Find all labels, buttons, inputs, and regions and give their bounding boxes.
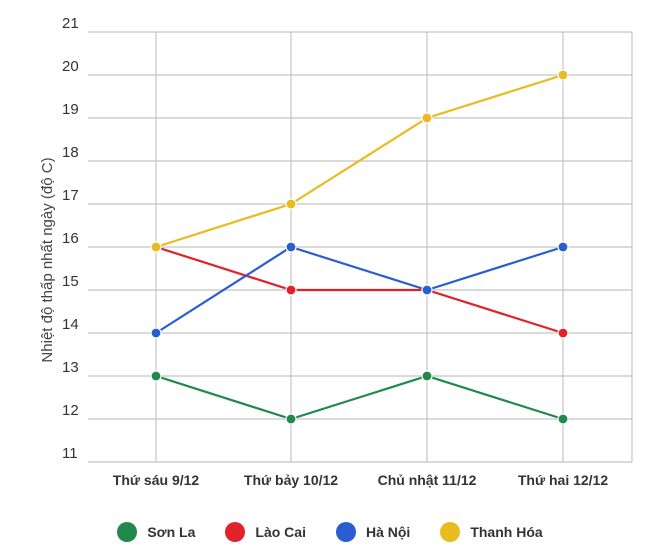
legend-swatch	[117, 522, 138, 542]
data-point	[285, 241, 297, 253]
legend-item: Thanh Hóa	[440, 522, 543, 542]
data-point	[285, 198, 297, 210]
x-axis-ticks: Thứ sáu 9/12 Thứ bảy 10/12 Chủ nhật 11/12 T…	[113, 472, 609, 488]
legend-swatch	[225, 522, 246, 542]
data-point	[557, 69, 569, 81]
legend-label: Lào Cai	[255, 524, 306, 540]
series-2	[150, 241, 569, 339]
series-0	[150, 370, 569, 425]
data-point	[150, 241, 162, 253]
legend-item: Lào Cai	[225, 522, 306, 542]
data-point	[421, 284, 433, 296]
y-tick-label: 15	[62, 273, 79, 290]
x-tick-label: Chủ nhật 11/12	[378, 472, 477, 488]
data-point	[557, 413, 569, 425]
y-tick-label: 12	[62, 402, 79, 419]
data-point	[421, 112, 433, 124]
data-point	[557, 327, 569, 339]
data-point	[285, 413, 297, 425]
series-3	[150, 69, 569, 253]
series-line	[155, 245, 564, 334]
legend-label: Hà Nội	[365, 524, 411, 540]
series-layer	[150, 69, 569, 425]
y-tick-label: 19	[62, 101, 79, 118]
y-tick-label: 16	[62, 230, 79, 247]
legend-item: Sơn La	[117, 522, 195, 542]
y-tick-label: 14	[62, 316, 79, 333]
data-point	[421, 370, 433, 382]
x-tick-label: Thứ sáu 9/12	[113, 472, 200, 488]
legend-label: Thanh Hóa	[470, 524, 543, 540]
legend-swatch	[440, 522, 461, 542]
legend: Sơn La Lào Cai Hà Nội Thanh Hóa	[0, 518, 660, 546]
data-point	[150, 370, 162, 382]
y-axis-ticks: 11 12 13 14 15 16 17 18 19 20 21	[62, 15, 79, 462]
y-tick-label: 11	[62, 445, 78, 462]
legend-item: Hà Nội	[335, 522, 411, 542]
data-point	[285, 284, 297, 296]
y-tick-label: 21	[62, 15, 79, 32]
y-tick-label: 13	[62, 359, 79, 376]
line-chart: 11 12 13 14 15 16 17 18 19 20 21 Thứ sáu 9/12 Thứ b…	[39, 15, 633, 488]
series-line	[155, 245, 564, 335]
y-tick-label: 18	[62, 144, 79, 161]
series-line	[155, 374, 564, 421]
legend-label: Sơn La	[147, 524, 196, 540]
x-tick-label: Thứ hai 12/12	[518, 472, 608, 488]
legend-swatch	[335, 522, 356, 542]
series-line	[155, 73, 564, 249]
y-tick-label: 20	[62, 58, 79, 75]
data-point	[150, 327, 162, 339]
data-point	[557, 241, 569, 253]
y-tick-label: 17	[62, 187, 79, 204]
y-axis-label: Nhiệt độ thấp nhất ngày (độ C)	[39, 157, 56, 362]
x-tick-label: Thứ bảy 10/12	[244, 472, 338, 488]
